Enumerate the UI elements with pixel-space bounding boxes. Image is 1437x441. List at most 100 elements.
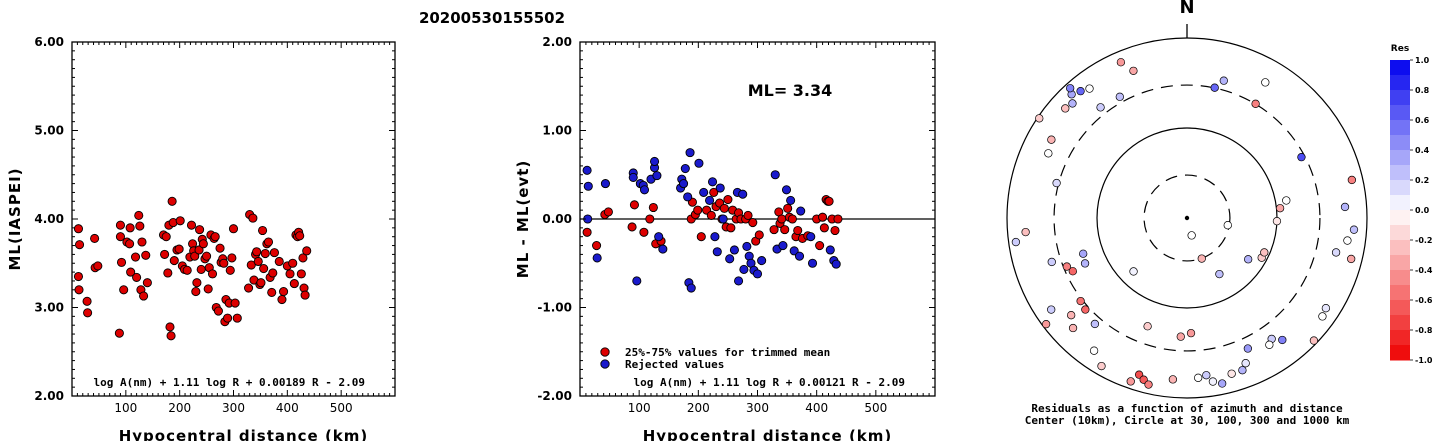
data-point xyxy=(723,194,733,205)
data-point xyxy=(230,298,240,308)
station-marker xyxy=(1097,361,1106,371)
data-point xyxy=(244,283,254,293)
data-point xyxy=(246,260,256,270)
data-point xyxy=(807,258,818,268)
station-marker xyxy=(1047,257,1056,267)
data-point xyxy=(167,196,177,206)
data-point xyxy=(628,172,638,182)
station-marker xyxy=(1347,175,1357,185)
azimuth-residual-panel: N Residuals as a function of azimuth and … xyxy=(1006,0,1433,427)
station-marker xyxy=(1265,340,1274,349)
data-point xyxy=(263,237,274,247)
data-point xyxy=(600,179,610,189)
station-marker xyxy=(1243,344,1253,353)
station-marker xyxy=(1210,83,1219,92)
dashed-distance-ring xyxy=(1053,84,1321,352)
data-point xyxy=(116,257,127,267)
data-point xyxy=(769,225,779,235)
data-point xyxy=(114,328,124,338)
data-point xyxy=(592,240,602,251)
station-marker xyxy=(1238,366,1247,375)
x-tick-label: 400 xyxy=(276,401,299,415)
colorbar-tick-label: 0.2 xyxy=(1415,176,1429,185)
station-marker xyxy=(1168,375,1178,384)
station-marker xyxy=(1089,346,1099,355)
station-marker xyxy=(1202,371,1211,380)
colorbar-cell xyxy=(1390,90,1410,106)
data-point xyxy=(277,294,287,305)
data-point xyxy=(678,179,689,189)
data-point xyxy=(627,222,637,232)
station-marker xyxy=(1318,312,1327,321)
data-point xyxy=(186,220,197,230)
colorbar-cell xyxy=(1390,60,1410,76)
station-marker xyxy=(1068,267,1077,276)
data-point xyxy=(686,283,696,293)
data-point xyxy=(748,217,758,228)
data-point xyxy=(719,203,729,213)
station-marker xyxy=(1223,221,1232,230)
dashed-distance-ring xyxy=(1143,174,1231,262)
station-marker xyxy=(1343,236,1352,245)
data-point xyxy=(125,223,135,233)
data-point xyxy=(710,232,720,242)
station-marker xyxy=(1297,153,1306,162)
data-point xyxy=(824,196,834,206)
colorbar-tick-label: 0.6 xyxy=(1415,116,1430,125)
data-point xyxy=(225,265,235,275)
station-marker xyxy=(1052,178,1061,188)
x-tick-label: 400 xyxy=(805,401,828,415)
data-point xyxy=(175,216,185,226)
ml-vs-distance-panel: 100 200 300 400 500 2.00 3.00 4.00 5.00 6.00 Hypoc… xyxy=(6,35,396,441)
data-point xyxy=(743,210,753,221)
colorbar-cell xyxy=(1390,75,1410,91)
station-marker xyxy=(1047,135,1056,144)
data-point xyxy=(770,170,780,180)
data-point xyxy=(190,251,200,261)
data-point xyxy=(694,158,704,168)
station-marker xyxy=(1066,84,1075,93)
data-point xyxy=(126,267,136,277)
data-point xyxy=(83,308,93,318)
station-marker xyxy=(1261,78,1270,87)
data-point xyxy=(285,269,295,279)
x-tick-label: 100 xyxy=(114,401,137,415)
data-point xyxy=(139,291,149,301)
colorbar-cell xyxy=(1390,165,1410,181)
y-tick-label: 3.00 xyxy=(34,301,64,315)
station-marker xyxy=(1081,305,1090,314)
station-marker xyxy=(1044,149,1053,158)
station-marker xyxy=(1129,66,1138,75)
station-marker xyxy=(1197,254,1206,263)
data-point xyxy=(289,279,299,289)
station-marker xyxy=(1076,296,1085,306)
data-point xyxy=(267,287,277,298)
colorbar-cell xyxy=(1390,105,1410,121)
data-point xyxy=(191,287,201,297)
colorbar-title: Res xyxy=(1391,44,1409,54)
colorbar-cell xyxy=(1390,135,1410,151)
station-marker xyxy=(1251,99,1260,108)
station-marker xyxy=(1278,335,1287,345)
data-point xyxy=(296,269,306,279)
y-tick-label: 0.00 xyxy=(542,212,572,226)
station-marker xyxy=(1021,227,1030,237)
data-point xyxy=(729,245,739,255)
residual-vs-distance-panel: 100 200 300 400 500 -2.00 -1.00 0.00 1.00 2.00 Hyp… xyxy=(514,35,936,441)
legend-label: Rejected values xyxy=(625,358,724,371)
data-point xyxy=(256,278,266,288)
station-marker xyxy=(1282,196,1291,205)
data-point xyxy=(739,264,749,274)
ml-annotation: ML= 3.34 xyxy=(748,81,833,100)
data-point xyxy=(786,195,796,205)
station-marker xyxy=(1340,202,1350,212)
data-point xyxy=(706,210,716,221)
station-marker xyxy=(1116,58,1126,67)
data-point xyxy=(248,213,258,223)
center-point xyxy=(1184,215,1190,221)
data-point xyxy=(658,244,668,254)
data-point xyxy=(696,232,706,242)
data-point xyxy=(825,245,835,255)
station-marker xyxy=(1068,323,1078,333)
data-point xyxy=(712,247,722,257)
